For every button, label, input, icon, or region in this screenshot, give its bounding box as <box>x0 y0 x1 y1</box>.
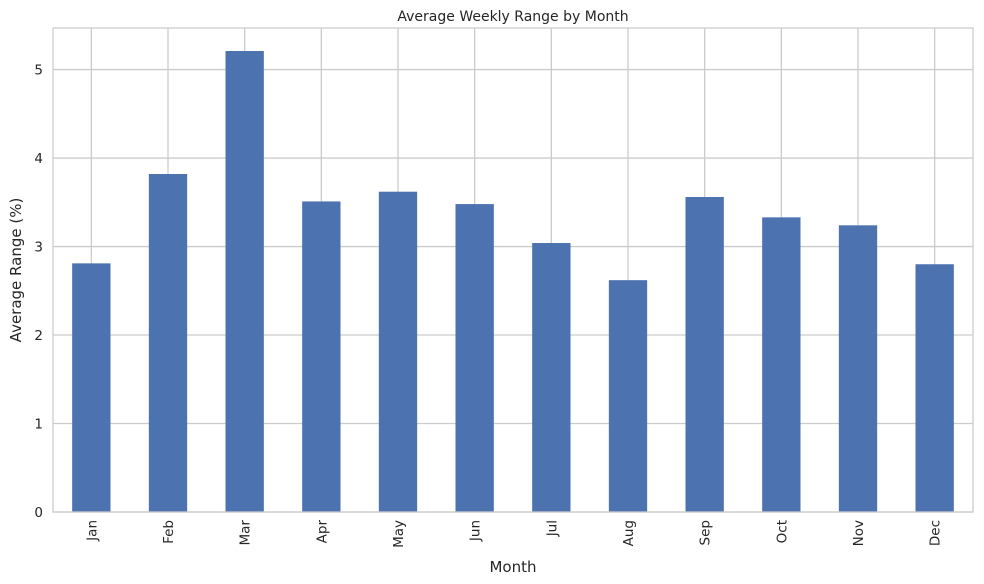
bar-feb <box>148 173 188 512</box>
x-tick-label: Feb <box>161 520 177 544</box>
chart-title: Average Weekly Range by Month <box>397 9 628 25</box>
x-axis-label: Month <box>489 558 536 576</box>
y-tick-label: 2 <box>34 328 43 344</box>
bar-sep <box>685 197 724 512</box>
x-tick-labels: Jan Feb Mar Apr May Jun Jul Aug Sep Oct Nov Dec <box>84 520 943 548</box>
y-tick-label: 5 <box>34 63 43 79</box>
y-tick-label: 3 <box>34 240 43 256</box>
bar-jul <box>532 243 571 512</box>
x-tick-label: Jul <box>544 520 560 537</box>
x-tick-label: Oct <box>774 520 790 543</box>
x-tick-label: Dec <box>928 520 944 546</box>
bar-apr <box>302 201 341 512</box>
y-tick-label: 4 <box>34 151 43 167</box>
x-tick-label: Sep <box>698 520 714 545</box>
bar-nov <box>838 225 878 512</box>
x-tick-label: Jan <box>84 520 100 542</box>
bar-jan <box>72 263 111 512</box>
y-tick-label: 1 <box>34 417 43 433</box>
bar-mar <box>225 51 264 512</box>
y-tick-labels: 0 1 2 3 4 5 <box>34 63 43 521</box>
bar-oct <box>762 217 801 512</box>
bar-may <box>378 191 418 512</box>
bar-aug <box>608 280 648 512</box>
bars <box>72 51 954 512</box>
x-tick-label: Mar <box>238 520 254 546</box>
plot-frame <box>52 27 974 513</box>
x-tick-label: Nov <box>851 520 867 546</box>
y-tick-label: 0 <box>34 505 43 521</box>
x-tick-label: Aug <box>621 520 637 546</box>
bar-dec <box>915 264 954 512</box>
x-tick-label: Jun <box>468 520 484 542</box>
x-tick-label: Apr <box>314 520 330 544</box>
plot-background <box>53 28 973 512</box>
y-axis-label: Average Range (%) <box>7 198 25 343</box>
bar-jun <box>455 204 494 512</box>
x-tick-label: May <box>391 520 407 548</box>
